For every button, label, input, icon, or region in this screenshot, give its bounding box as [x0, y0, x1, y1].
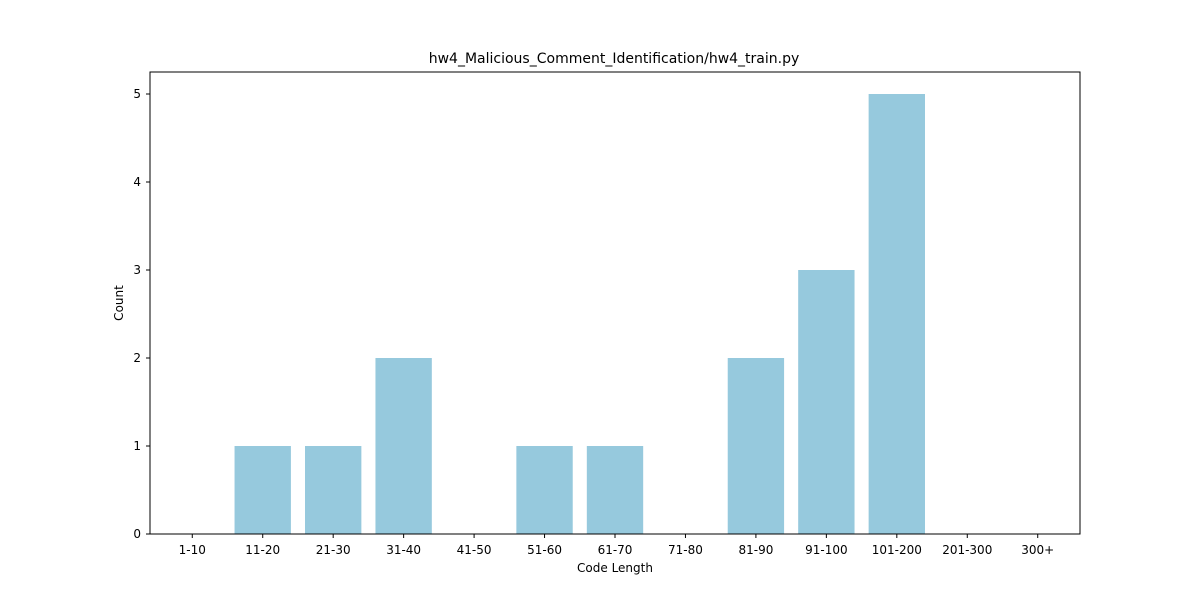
bar-81-90	[727, 358, 785, 534]
y-tick-label: 5	[133, 87, 141, 101]
x-tick-label: 31-40	[386, 543, 421, 557]
x-axis-label: Code Length	[577, 561, 653, 575]
x-tick-label: 1-10	[179, 543, 206, 557]
y-tick-label: 2	[133, 351, 141, 365]
x-tick-label: 21-30	[316, 543, 351, 557]
chart-title: hw4_Malicious_Comment_Identification/hw4…	[429, 51, 800, 67]
y-tick-label: 3	[133, 263, 141, 277]
x-tick-label: 11-20	[245, 543, 280, 557]
x-tick-label: 41-50	[457, 543, 492, 557]
x-tick-label: 201-300	[942, 543, 992, 557]
x-tick-label: 71-80	[668, 543, 703, 557]
y-axis-ticks: 0 1 2 3 4 5	[133, 87, 150, 541]
x-tick-label: 61-70	[598, 543, 633, 557]
y-tick-label: 1	[133, 439, 141, 453]
bar-21-30	[305, 446, 362, 534]
bar-11-20	[234, 446, 291, 534]
bar-61-70	[586, 446, 644, 534]
bars-group	[234, 94, 925, 534]
x-axis-ticks: 1-10 11-20 21-30 31-40 41-50 51-60 61-70 71-80 8…	[179, 534, 1054, 557]
y-axis-label: Count	[112, 285, 126, 321]
x-tick-label: 51-60	[527, 543, 562, 557]
bar-51-60	[516, 446, 573, 534]
bar-91-100	[798, 270, 855, 534]
bar-101-200	[868, 94, 925, 534]
y-tick-label: 0	[133, 527, 141, 541]
x-tick-label: 81-90	[738, 543, 773, 557]
x-tick-label: 101-200	[872, 543, 922, 557]
y-tick-label: 4	[133, 175, 141, 189]
x-tick-label: 300+	[1021, 543, 1054, 557]
x-tick-label: 91-100	[805, 543, 848, 557]
bar-31-40	[375, 358, 432, 534]
